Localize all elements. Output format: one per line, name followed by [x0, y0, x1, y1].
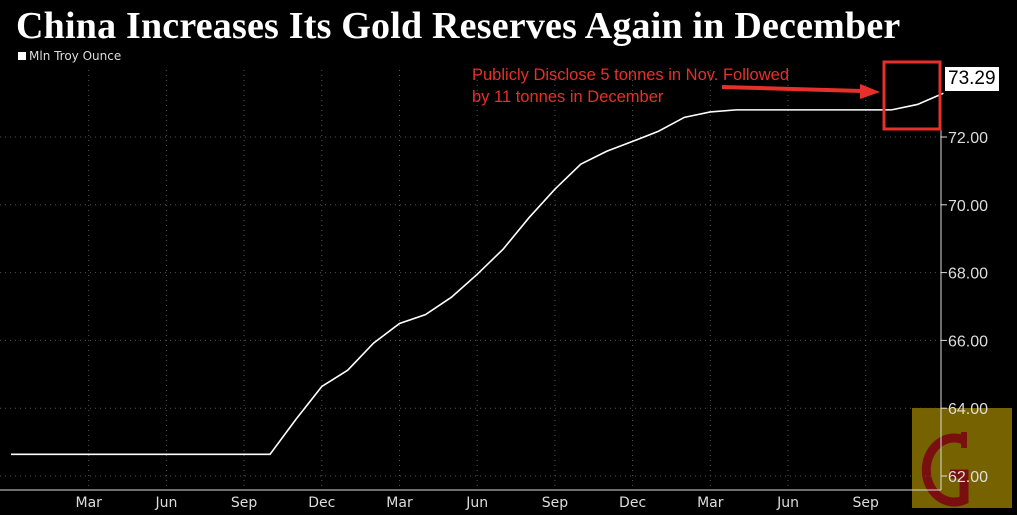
x-tick-label: Mar: [75, 495, 102, 511]
x-tick-label: Jun: [776, 495, 799, 511]
x-tick-label: Dec: [619, 495, 646, 511]
x-tick-label: Jun: [465, 495, 488, 511]
x-tick-label: Mar: [386, 495, 413, 511]
highlight-box: [882, 60, 942, 131]
x-tick-label: Dec: [308, 495, 335, 511]
annotation: Publicly Disclose 5 tonnes in Nov. Follo…: [472, 64, 789, 108]
x-tick-label: Sep: [853, 495, 880, 511]
y-tick-label: 72.00: [948, 130, 988, 147]
annotation-line-2: by 11 tonnes in December: [472, 88, 664, 106]
x-tick-label: Mar: [697, 495, 724, 511]
y-tick-label: 68.00: [948, 266, 988, 283]
legend-swatch: [18, 52, 26, 60]
x-tick-label: Jun: [154, 495, 177, 511]
y-tick-label: 70.00: [948, 198, 988, 215]
x-tick-label: Sep: [231, 495, 258, 511]
y-tick-label: 66.00: [948, 333, 988, 350]
logo-letter: [921, 432, 969, 507]
legend: Mln Troy Ounce: [18, 49, 121, 63]
annotation-arrow-head: [860, 84, 880, 99]
legend-label: Mln Troy Ounce: [29, 49, 122, 63]
logo: [912, 408, 1012, 508]
y-tick-label: 64.00: [948, 401, 988, 418]
last-value-label: 73.29: [945, 67, 999, 91]
x-tick-label: Sep: [542, 495, 569, 511]
annotation-line-1: Publicly Disclose 5 tonnes in Nov. Follo…: [472, 66, 790, 84]
annotation-arrow-shaft: [721, 85, 863, 93]
chart-title: China Increases Its Gold Reserves Again …: [16, 5, 901, 47]
y-tick-label: 62.00: [948, 469, 988, 486]
